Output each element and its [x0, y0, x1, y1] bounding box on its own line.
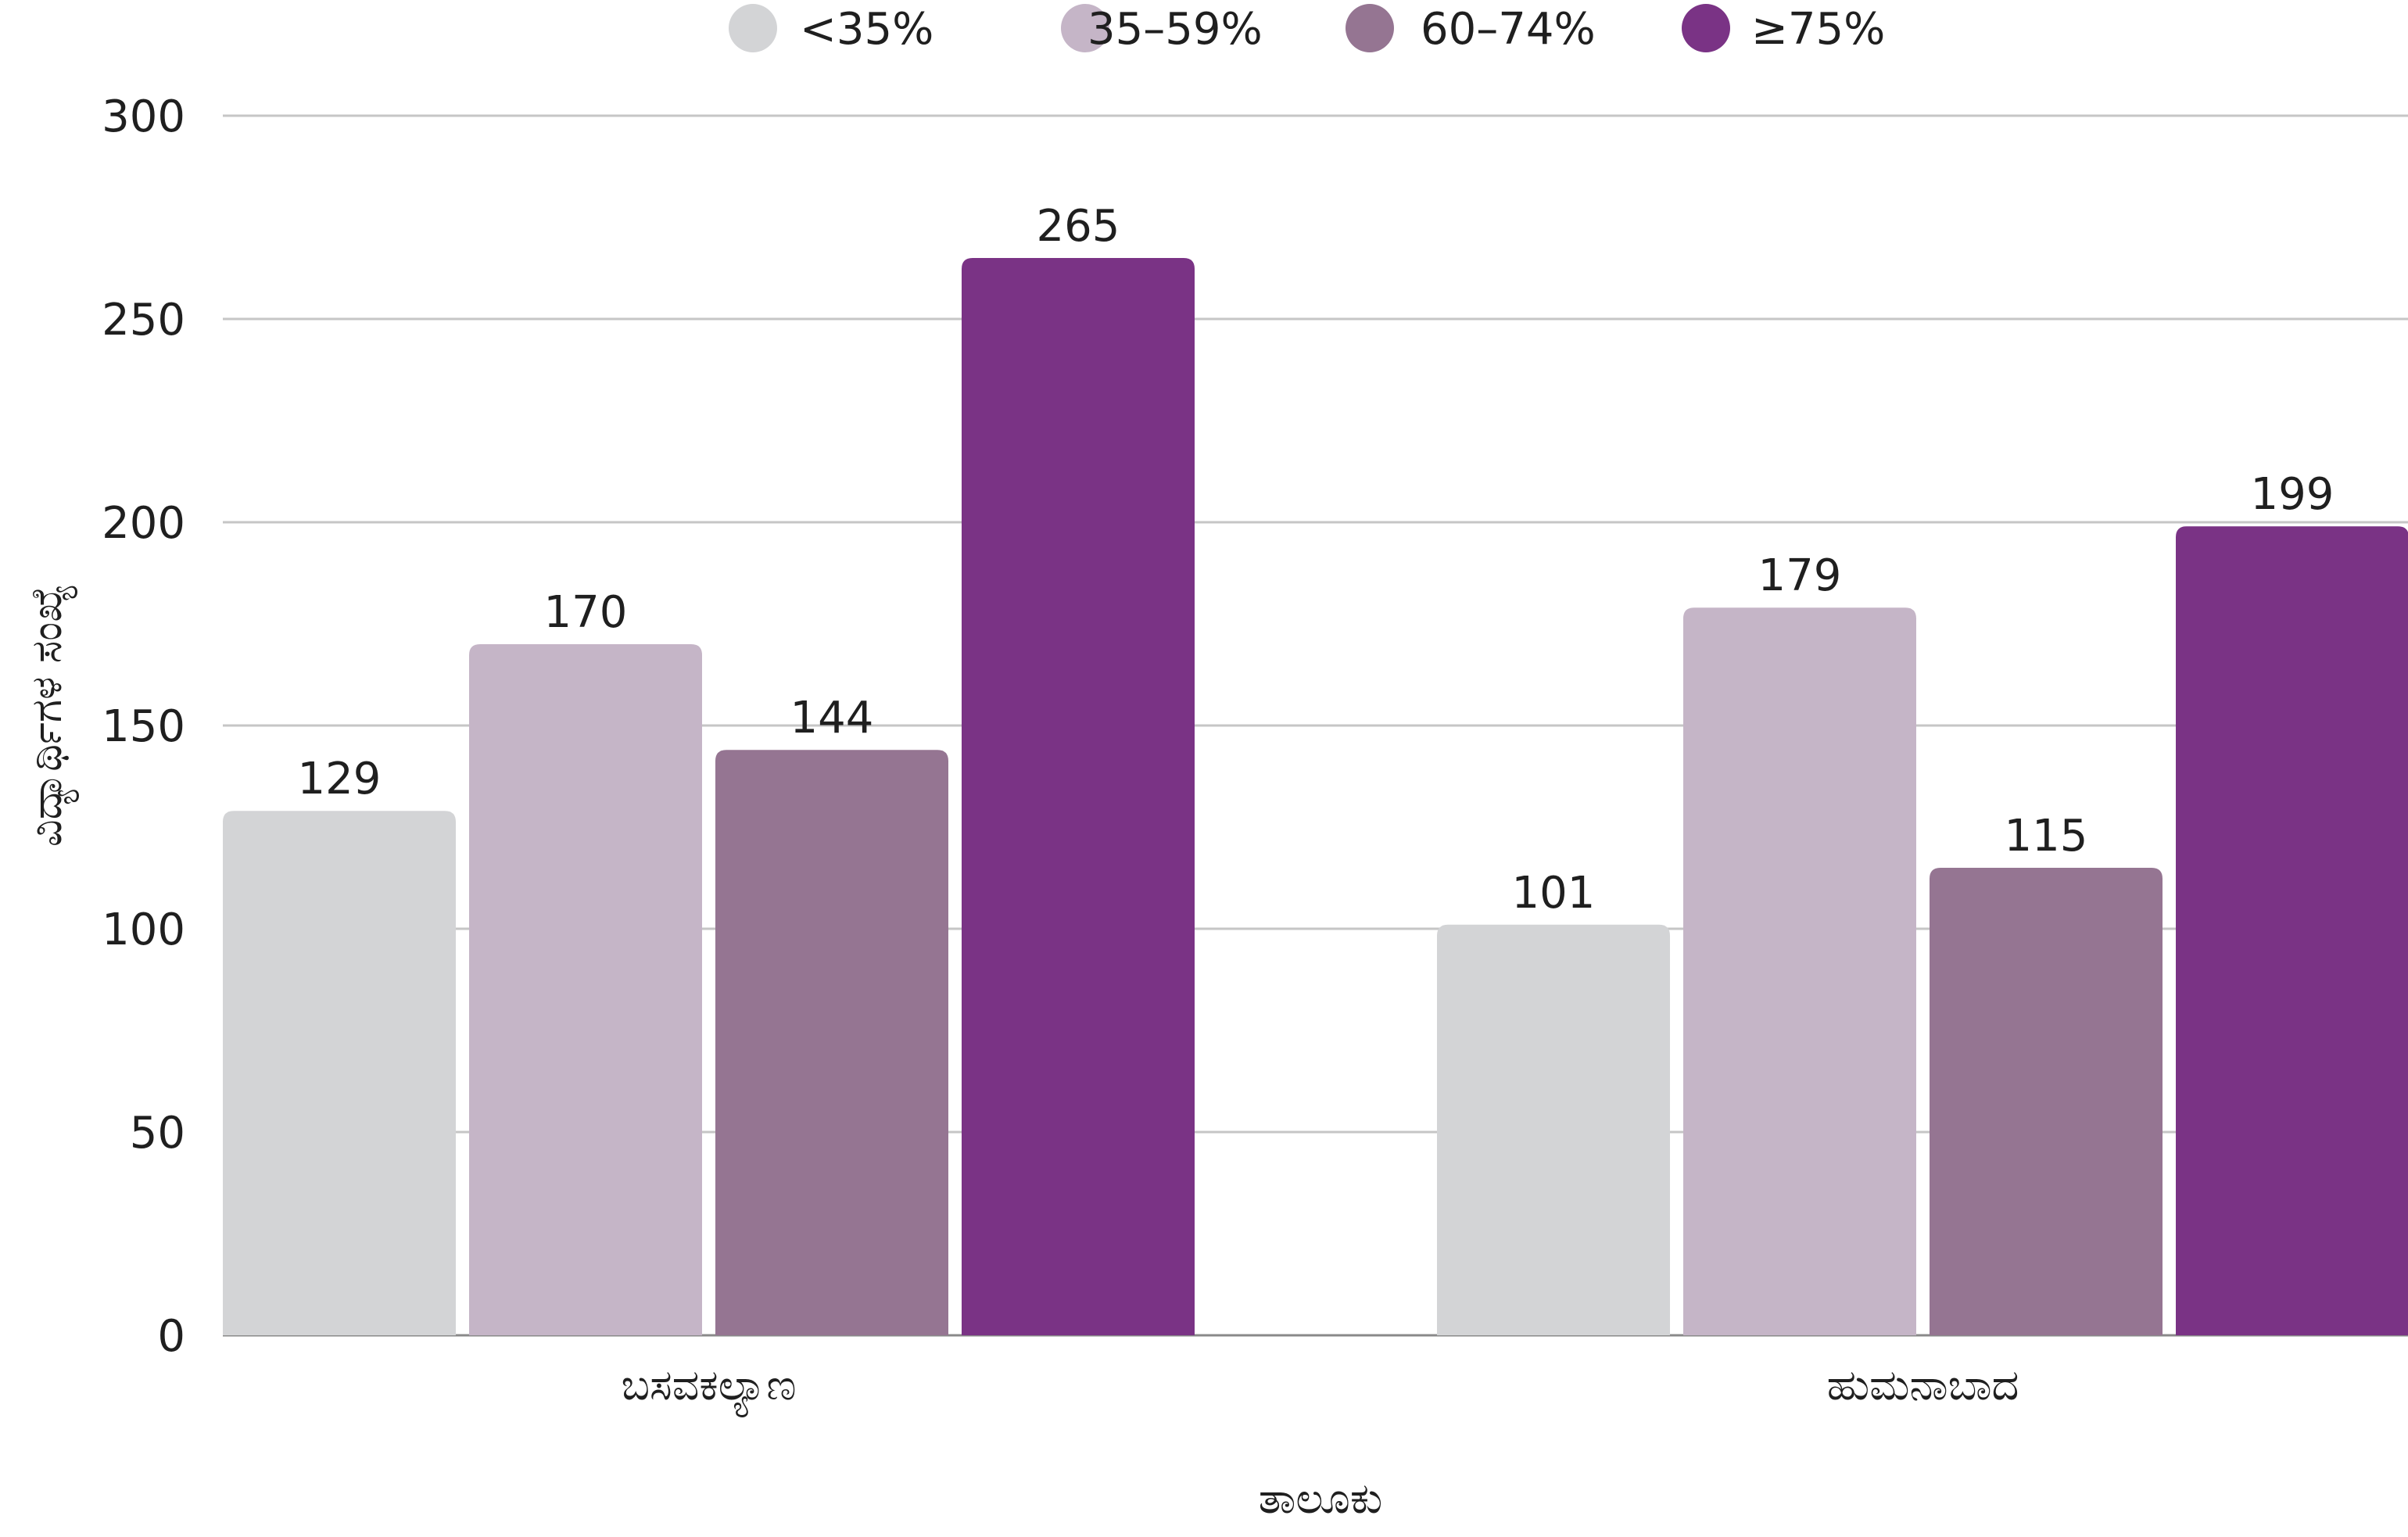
legend: <35% 35–59% 60–74% ≥75% — [729, 4, 1885, 55]
y-tick-label: 300 — [102, 91, 185, 142]
data-label: 199 — [2251, 469, 2335, 520]
y-axis-tick-labels: 0 50 100 150 200 250 300 — [102, 91, 185, 1362]
legend-label: ≥75% — [1751, 4, 1885, 55]
data-labels: 129 170 144 265 101 179 115 199 — [298, 201, 2335, 919]
bar — [1683, 607, 1916, 1335]
y-tick-label: 50 — [130, 1108, 185, 1159]
data-label: 115 — [2005, 811, 2088, 862]
x-category-label: ಬಸವಕಲ್ಯಾಣ — [622, 1360, 797, 1417]
bar — [962, 258, 1195, 1335]
y-tick-label: 200 — [102, 498, 185, 549]
data-label: 170 — [544, 587, 628, 638]
bars — [223, 258, 2408, 1335]
x-category-label: ಹುಮನಾಬಾದ — [1827, 1360, 2019, 1410]
y-tick-label: 0 — [157, 1311, 185, 1362]
y-axis-title: ವಿದ್ಯಾರ್ಥಿಗಳ ಸಂಖ್ಯೆ — [22, 584, 79, 847]
bar — [2176, 526, 2408, 1335]
bar — [715, 750, 948, 1335]
bar — [1930, 868, 2163, 1335]
y-tick-label: 150 — [102, 701, 185, 752]
bar — [1437, 924, 1670, 1335]
bar — [223, 811, 456, 1335]
x-axis-category-labels: ಬಸವಕಲ್ಯಾಣ ಹುಮನಾಬಾದ — [622, 1360, 2019, 1417]
data-label: 144 — [790, 693, 874, 743]
data-label: 129 — [298, 754, 382, 804]
x-axis-title: ತಾಲೂಕು — [1259, 1474, 1383, 1523]
data-label: 265 — [1037, 201, 1120, 252]
legend-label: 60–74% — [1421, 4, 1596, 55]
bar — [469, 644, 702, 1335]
y-tick-label: 250 — [102, 295, 185, 346]
legend-label: <35% — [800, 4, 933, 55]
legend-label: 35–59% — [1088, 4, 1263, 55]
legend-swatch — [729, 4, 777, 52]
legend-swatch — [1682, 4, 1730, 52]
legend-swatch — [1346, 4, 1394, 52]
data-label: 179 — [1758, 550, 1842, 601]
data-label: 101 — [1512, 868, 1596, 919]
y-tick-label: 100 — [102, 905, 185, 955]
legend-swatch — [1061, 4, 1109, 52]
